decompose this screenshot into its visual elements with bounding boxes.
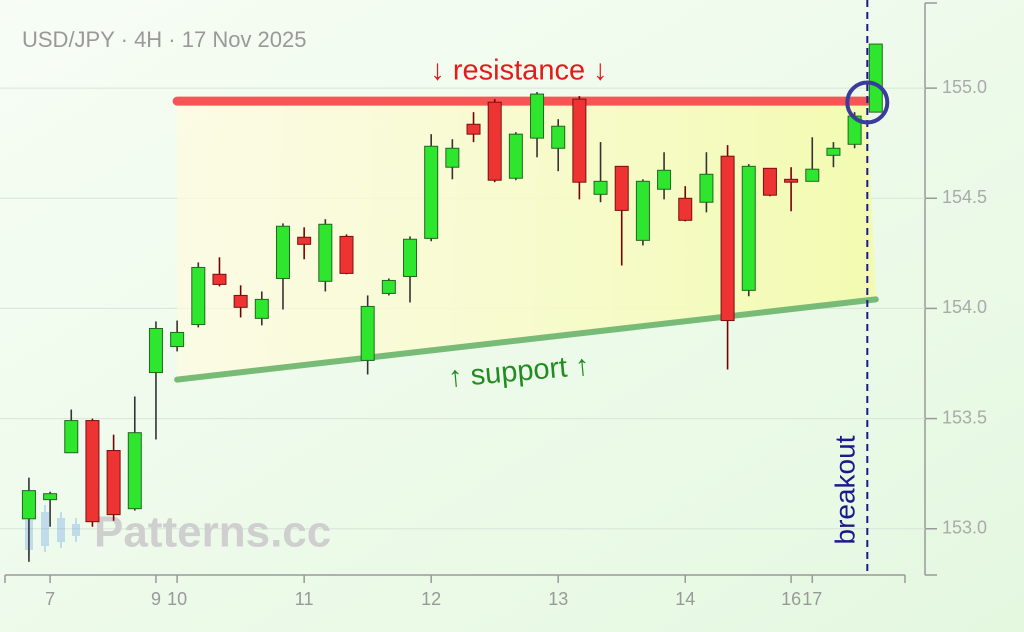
candle-body xyxy=(593,180,608,195)
candle-body xyxy=(466,123,481,135)
candle-body xyxy=(212,273,227,285)
candle-body xyxy=(678,197,693,221)
x-tick-label: 13 xyxy=(548,589,568,609)
candle-body xyxy=(339,235,354,274)
x-tick-label: 16 xyxy=(781,589,801,609)
candle-body xyxy=(762,167,777,196)
watermark: Patterns.cc xyxy=(94,508,331,557)
candle-body xyxy=(275,225,290,279)
y-tick-label: 154.5 xyxy=(942,187,987,207)
resistance-label: ↓ resistance ↓ xyxy=(430,55,607,87)
candle-body xyxy=(148,327,163,374)
candle-body xyxy=(403,238,418,277)
candle-body xyxy=(318,223,333,282)
candle-body xyxy=(657,169,672,190)
candle-body xyxy=(297,236,312,245)
breakout-label: breakout xyxy=(830,435,861,544)
candle-body xyxy=(635,180,650,241)
candle-body xyxy=(508,133,523,179)
candle-body xyxy=(530,93,545,139)
x-tick-label: 7 xyxy=(45,589,55,609)
candle-body xyxy=(445,147,460,168)
x-tick-label: 14 xyxy=(675,589,695,609)
candle-body xyxy=(233,294,248,308)
y-tick-label: 155.0 xyxy=(942,77,987,97)
x-tick-label: 9 xyxy=(151,589,161,609)
candle-body xyxy=(720,155,735,322)
candle-body xyxy=(170,331,185,348)
candle-body xyxy=(85,420,100,523)
candle-body xyxy=(127,432,142,510)
candle-body xyxy=(21,490,36,520)
x-tick-label: 11 xyxy=(295,589,314,609)
candle-body xyxy=(191,266,206,326)
candle-body xyxy=(487,101,502,181)
candle-body xyxy=(784,178,799,183)
candle-body xyxy=(551,125,566,149)
x-tick-label: 17 xyxy=(802,589,822,609)
candle-body xyxy=(360,305,375,361)
candle-body xyxy=(43,493,58,501)
candle-body xyxy=(254,298,269,319)
grid: 153.0 153.5 154.0 154.5 155.0 7 9 10 11 12 13 14 16 1… xyxy=(0,2,987,609)
candle-body xyxy=(614,165,629,211)
y-tick-label: 154.0 xyxy=(942,297,987,317)
y-tick-label: 153.5 xyxy=(942,407,987,427)
support-line xyxy=(174,296,879,383)
chart-title: USD/JPY · 4H · 17 Nov 2025 xyxy=(22,27,307,52)
x-tick-label: 10 xyxy=(167,589,187,609)
y-tick-label: 153.0 xyxy=(942,517,987,537)
candle-body xyxy=(826,147,841,156)
candle-body xyxy=(424,145,439,239)
breakout-circle xyxy=(845,80,890,125)
candle-body xyxy=(64,420,79,454)
triangle-zone xyxy=(177,101,876,380)
candle-body xyxy=(106,450,121,516)
candle-body xyxy=(868,43,883,113)
candle-body xyxy=(572,98,587,183)
candle-body xyxy=(699,173,714,203)
candle-body xyxy=(381,279,396,294)
x-tick-label: 12 xyxy=(421,589,441,609)
candle-body xyxy=(805,168,820,182)
candle-body xyxy=(741,165,756,291)
